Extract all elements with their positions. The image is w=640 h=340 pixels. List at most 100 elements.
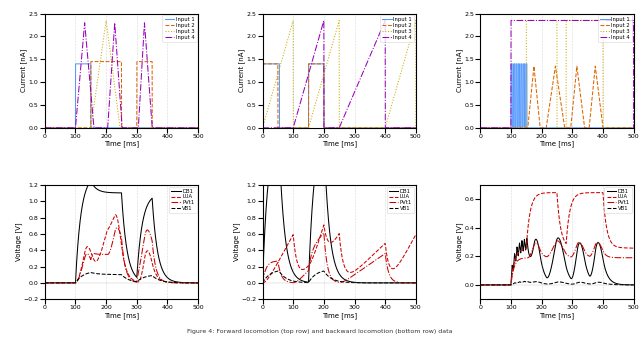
LUA: [259, 281, 266, 285]
Input 4: [259, 126, 266, 130]
VB1: [320, 269, 328, 273]
Input 3: [42, 126, 49, 130]
Input 4: [71, 126, 79, 130]
X-axis label: Time [ms]: Time [ms]: [540, 312, 575, 319]
Input 4: [50, 126, 58, 130]
LUA: [50, 281, 58, 285]
PVt1: [42, 281, 49, 285]
DB1: [116, 191, 124, 195]
Line: Input 3: Input 3: [45, 20, 198, 128]
DB1: [41, 281, 49, 285]
X-axis label: Time [ms]: Time [ms]: [322, 140, 356, 147]
Input 1: [477, 126, 484, 130]
DB1: [333, 269, 341, 273]
Line: LUA: LUA: [45, 215, 198, 283]
Y-axis label: Voltage [V]: Voltage [V]: [233, 223, 240, 261]
Input 2: [486, 126, 493, 130]
Input 3: [477, 126, 484, 130]
LUA: [47, 281, 55, 285]
Y-axis label: Current [nA]: Current [nA]: [238, 49, 245, 92]
PVt1: [621, 256, 629, 260]
Legend: Input 1, Input 2, Input 3, Input 4: Input 1, Input 2, Input 3, Input 4: [163, 15, 196, 42]
LUA: [265, 275, 273, 279]
Input 1: [116, 126, 124, 130]
DB1: [274, 135, 282, 139]
Input 2: [404, 126, 412, 130]
LUA: [621, 246, 629, 250]
VB1: [259, 279, 267, 284]
Input 2: [259, 62, 266, 66]
Input 1: [289, 126, 296, 130]
Input 1: [552, 126, 559, 130]
Line: VB1: VB1: [45, 272, 198, 283]
Input 2: [274, 126, 282, 130]
Input 4: [41, 126, 49, 130]
LUA: [404, 247, 412, 251]
Input 2: [289, 126, 296, 130]
Input 1: [507, 62, 515, 66]
LUA: [486, 283, 493, 287]
X-axis label: Time [ms]: Time [ms]: [104, 312, 139, 319]
PVt1: [412, 281, 420, 285]
PVt1: [477, 283, 484, 287]
Line: PVt1: PVt1: [45, 227, 198, 283]
PVt1: [476, 283, 484, 287]
VB1: [42, 281, 49, 285]
LUA: [506, 283, 514, 287]
VB1: [621, 283, 629, 287]
LUA: [42, 281, 49, 285]
LUA: [476, 283, 484, 287]
Input 2: [333, 126, 341, 130]
Input 3: [486, 126, 493, 130]
Y-axis label: Voltage [V]: Voltage [V]: [456, 223, 463, 261]
VB1: [483, 283, 490, 287]
VB1: [486, 283, 493, 287]
Input 1: [486, 126, 493, 130]
Input 1: [268, 62, 276, 66]
Input 2: [41, 126, 49, 130]
Line: PVt1: PVt1: [262, 233, 416, 283]
Line: LUA: LUA: [480, 193, 634, 285]
Line: Input 2: Input 2: [480, 66, 634, 128]
Input 2: [591, 64, 599, 68]
DB1: [265, 174, 273, 179]
Input 3: [268, 94, 276, 98]
DB1: [259, 262, 267, 266]
Line: VB1: VB1: [480, 281, 634, 285]
Input 3: [102, 18, 110, 22]
Input 2: [195, 126, 202, 130]
LUA: [552, 191, 559, 195]
VB1: [268, 271, 276, 275]
DB1: [476, 283, 484, 287]
Input 2: [476, 126, 484, 130]
Input 1: [195, 126, 202, 130]
DB1: [50, 281, 58, 285]
Line: Input 2: Input 2: [262, 64, 416, 128]
PVt1: [404, 281, 412, 285]
PVt1: [195, 281, 202, 285]
PVt1: [259, 281, 266, 285]
Line: Input 1: Input 1: [45, 64, 198, 128]
Y-axis label: Voltage [V]: Voltage [V]: [15, 223, 22, 261]
VB1: [41, 281, 49, 285]
LUA: [320, 223, 328, 227]
Input 2: [116, 59, 124, 64]
Input 1: [265, 62, 273, 66]
Input 3: [71, 126, 79, 130]
Input 4: [621, 18, 629, 22]
Line: Input 1: Input 1: [480, 64, 634, 128]
Legend: DB1, LUA, PVt1, VB1: DB1, LUA, PVt1, VB1: [169, 187, 196, 213]
VB1: [506, 283, 514, 287]
DB1: [412, 281, 420, 285]
Input 3: [630, 126, 637, 130]
PVt1: [630, 256, 637, 260]
PVt1: [320, 231, 328, 235]
VB1: [630, 283, 637, 287]
PVt1: [47, 281, 55, 285]
Legend: DB1, LUA, PVt1, VB1: DB1, LUA, PVt1, VB1: [387, 187, 414, 213]
VB1: [265, 273, 273, 277]
Line: Input 4: Input 4: [480, 20, 634, 128]
PVt1: [506, 283, 514, 287]
DB1: [87, 179, 95, 183]
Input 1: [404, 126, 412, 130]
